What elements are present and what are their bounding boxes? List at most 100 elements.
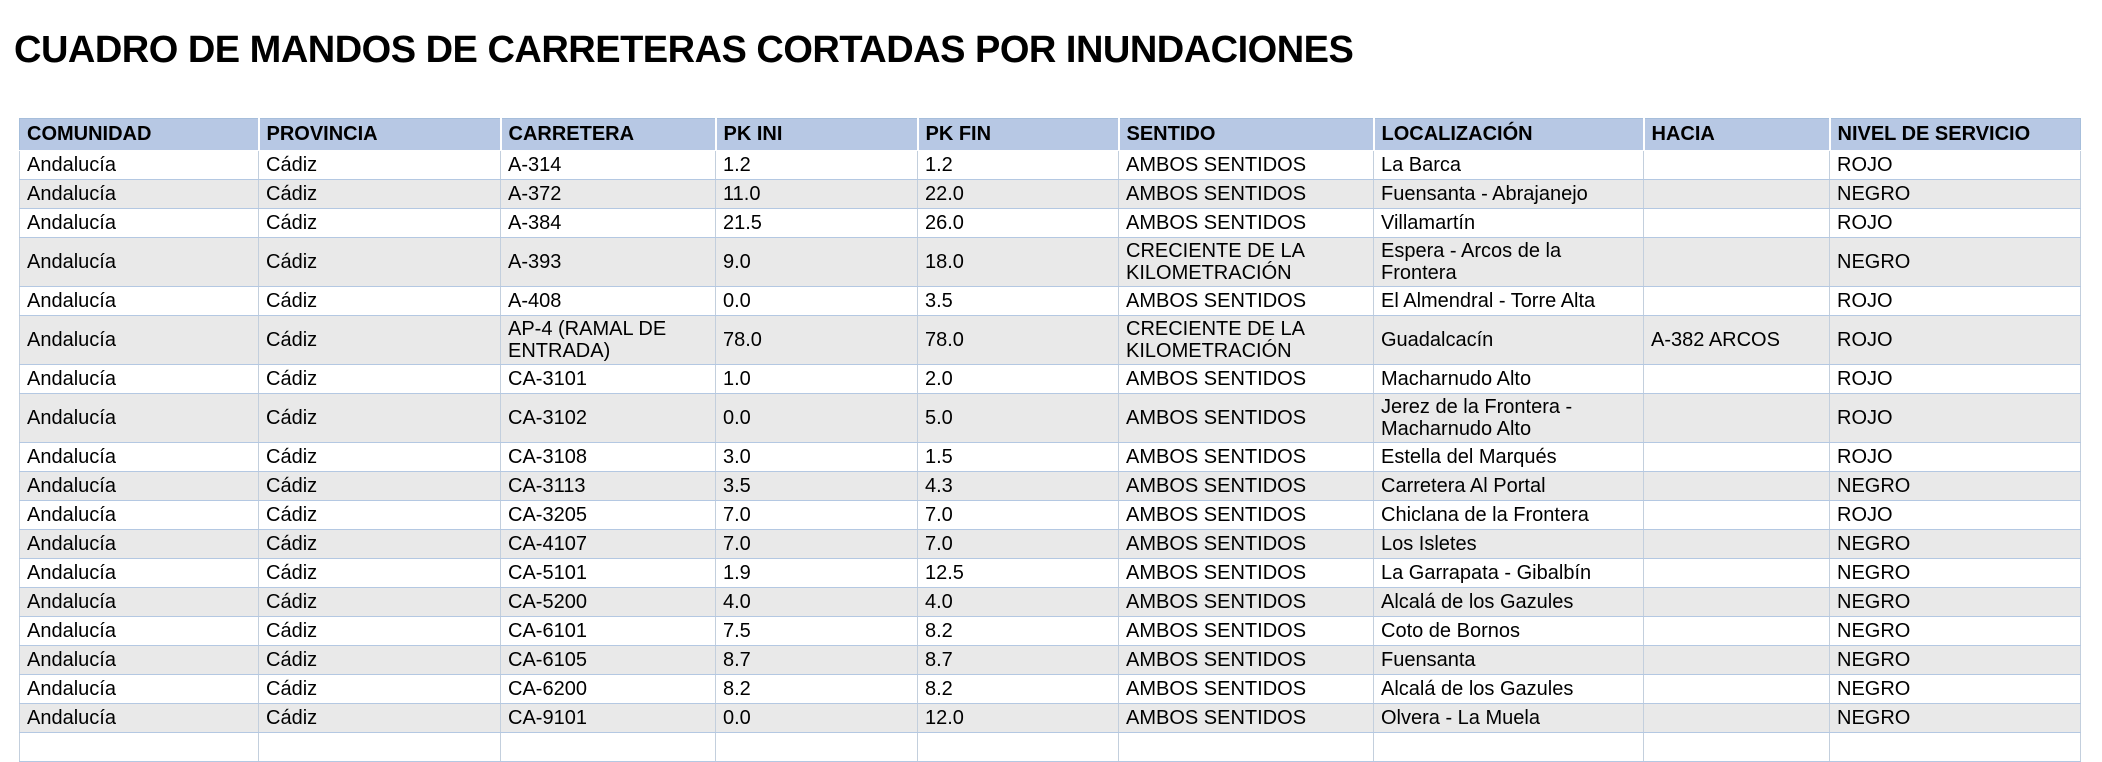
cell-pk-fin: 5.0 <box>917 393 1119 443</box>
cell-localizacion: Coto de Bornos <box>1373 616 1644 646</box>
table-row: Andalucía Cádiz AP-4 (RAMAL DE ENTRADA) 78.… <box>19 315 2081 365</box>
cell-hacia <box>1643 703 1830 733</box>
column-header-nivel-de-servicio: NIVEL DE SERVICIO <box>1828 118 2081 151</box>
cell-pk-ini: 8.7 <box>715 645 918 675</box>
cell-nivel-de-servicio: NEGRO <box>1829 179 2081 209</box>
cell-nivel-de-servicio: NEGRO <box>1829 471 2081 501</box>
cell-provincia: Cádiz <box>258 674 501 704</box>
table-row: Andalucía Cádiz CA-6101 7.5 8.2 AMBOS SENTIDO… <box>19 616 2081 646</box>
cell-sentido: CRECIENTE DE LA KILOMETRACIÓN <box>1118 237 1374 287</box>
cell-provincia: Cádiz <box>258 587 501 617</box>
cell-hacia <box>1643 442 1830 472</box>
cell-localizacion: Villamartín <box>1373 208 1644 238</box>
cell-localizacion: Chiclana de la Frontera <box>1373 500 1644 530</box>
column-header-pk-fin: PK FIN <box>916 118 1120 151</box>
cell-sentido: AMBOS SENTIDOS <box>1118 703 1374 733</box>
cell-pk-ini: 0.0 <box>715 703 918 733</box>
cell-carretera: CA-3205 <box>500 500 716 530</box>
cell-pk-fin: 1.2 <box>917 150 1119 180</box>
cell-carretera: A-384 <box>500 208 716 238</box>
table-row: Andalucía Cádiz CA-6105 8.7 8.7 AMBOS SENTIDO… <box>19 645 2081 675</box>
table-row: Andalucía Cádiz A-314 1.2 1.2 AMBOS SENTIDOS L… <box>19 150 2081 180</box>
cell-localizacion: La Barca <box>1373 150 1644 180</box>
cell-carretera: CA-6105 <box>500 645 716 675</box>
cell-hacia <box>1643 587 1830 617</box>
cell-provincia: Cádiz <box>258 364 501 394</box>
cell-sentido: AMBOS SENTIDOS <box>1118 393 1374 443</box>
cell-nivel-de-servicio: ROJO <box>1829 315 2081 365</box>
cell-pk-fin: 2.0 <box>917 364 1119 394</box>
table-row: Andalucía Cádiz CA-3108 3.0 1.5 AMBOS SENTIDO… <box>19 442 2081 472</box>
cell-sentido: AMBOS SENTIDOS <box>1118 674 1374 704</box>
cell-localizacion: Macharnudo Alto <box>1373 364 1644 394</box>
cell-pk-fin: 78.0 <box>917 315 1119 365</box>
cell-hacia <box>1643 674 1830 704</box>
cell-pk-ini: 78.0 <box>715 315 918 365</box>
cell-provincia: Cádiz <box>258 703 501 733</box>
cell-carretera: CA-5200 <box>500 587 716 617</box>
cell-provincia: Cádiz <box>258 179 501 209</box>
cell-pk-fin: 3.5 <box>917 286 1119 316</box>
cell-carretera: CA-5101 <box>500 558 716 588</box>
column-header-sentido: SENTIDO <box>1117 118 1375 151</box>
cell-hacia <box>1643 150 1830 180</box>
cell-sentido: AMBOS SENTIDOS <box>1118 208 1374 238</box>
cell-pk-ini: 9.0 <box>715 237 918 287</box>
table-row: Andalucía Cádiz CA-5200 4.0 4.0 AMBOS SENTIDO… <box>19 587 2081 617</box>
cell-provincia: Cádiz <box>258 150 501 180</box>
cell-carretera: A-408 <box>500 286 716 316</box>
cell-carretera: CA-6200 <box>500 674 716 704</box>
cell-provincia: Cádiz <box>258 529 501 559</box>
cell-sentido: AMBOS SENTIDOS <box>1118 500 1374 530</box>
cell-nivel-de-servicio: ROJO <box>1829 150 2081 180</box>
cell-localizacion: Jerez de la Frontera - Macharnudo Alto <box>1373 393 1644 443</box>
cell-pk-ini: 3.0 <box>715 442 918 472</box>
cell-pk-ini: 8.2 <box>715 674 918 704</box>
cell-pk-ini: 7.5 <box>715 616 918 646</box>
cell-localizacion: La Garrapata - Gibalbín <box>1373 558 1644 588</box>
cell-sentido: AMBOS SENTIDOS <box>1118 616 1374 646</box>
cell-pk-ini: 0.0 <box>715 286 918 316</box>
column-header-comunidad: COMUNIDAD <box>19 118 260 151</box>
cell-sentido: AMBOS SENTIDOS <box>1118 286 1374 316</box>
cell-hacia <box>1643 208 1830 238</box>
cell-nivel-de-servicio: NEGRO <box>1829 558 2081 588</box>
cell-localizacion: Olvera - La Muela <box>1373 703 1644 733</box>
cell-hacia <box>1643 645 1830 675</box>
cell-pk-ini: 1.0 <box>715 364 918 394</box>
cell-pk-ini: 0.0 <box>715 393 918 443</box>
cell-pk-ini: 1.2 <box>715 150 918 180</box>
column-header-localizacion: LOCALIZACIÓN <box>1372 118 1645 151</box>
cell-comunidad: Andalucía <box>19 471 259 501</box>
cell-pk-ini: 4.0 <box>715 587 918 617</box>
cell-comunidad: Andalucía <box>19 703 259 733</box>
table-row: Andalucía Cádiz CA-5101 1.9 12.5 AMBOS SENTID… <box>19 558 2081 588</box>
table-row: Andalucía Cádiz A-393 9.0 18.0 CRECIENTE DE L… <box>19 237 2081 287</box>
cell-comunidad: Andalucía <box>19 208 259 238</box>
cell-pk-fin: 1.5 <box>917 442 1119 472</box>
cell-provincia: Cádiz <box>258 558 501 588</box>
cell-comunidad: Andalucía <box>19 500 259 530</box>
cell-hacia <box>1643 393 1830 443</box>
cell-carretera: CA-6101 <box>500 616 716 646</box>
cell-nivel-de-servicio: NEGRO <box>1829 645 2081 675</box>
cell-sentido: AMBOS SENTIDOS <box>1118 179 1374 209</box>
cell-pk-fin: 8.2 <box>917 674 1119 704</box>
table-body-overflow <box>19 732 2081 762</box>
cell-comunidad: Andalucía <box>19 645 259 675</box>
cell-provincia: Cádiz <box>258 393 501 443</box>
header-row: COMUNIDAD PROVINCIA CARRETERA PK INI PK … <box>19 118 2081 151</box>
cell-nivel-de-servicio: ROJO <box>1829 364 2081 394</box>
cell-nivel-de-servicio: ROJO <box>1829 500 2081 530</box>
cell-pk-ini: 11.0 <box>715 179 918 209</box>
cell-provincia: Cádiz <box>258 286 501 316</box>
cell-hacia <box>1643 558 1830 588</box>
cell-pk-fin: 12.0 <box>917 703 1119 733</box>
cell-provincia: Cádiz <box>258 471 501 501</box>
table-row: Andalucía Cádiz CA-6200 8.2 8.2 AMBOS SENTIDO… <box>19 674 2081 704</box>
cell-pk-fin: 22.0 <box>917 179 1119 209</box>
cell-provincia: Cádiz <box>258 616 501 646</box>
cell-localizacion: Espera - Arcos de la Frontera <box>1373 237 1644 287</box>
cell-sentido: AMBOS SENTIDOS <box>1118 471 1374 501</box>
cell-localizacion: Estella del Marqués <box>1373 442 1644 472</box>
